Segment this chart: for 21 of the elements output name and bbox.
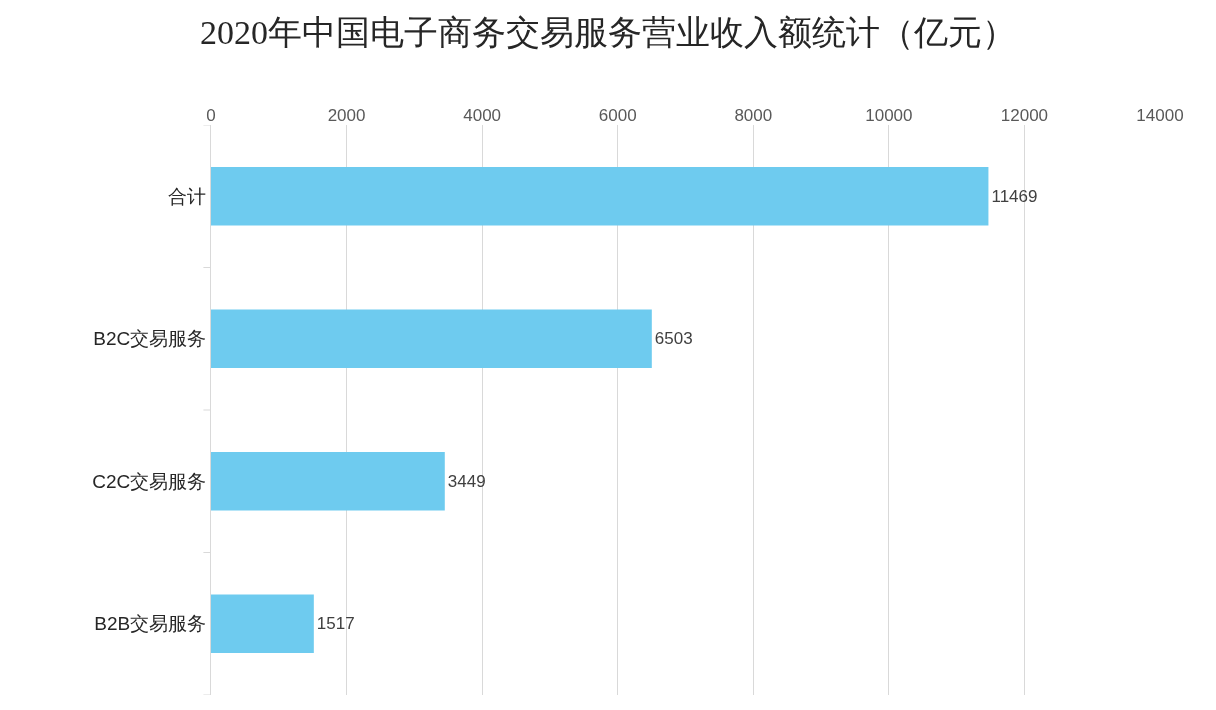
data-label: 11469 [991, 186, 1038, 206]
y-tick-label: B2C交易服务 [93, 328, 207, 350]
bar [211, 594, 314, 653]
x-tick-label: 8000 [734, 105, 773, 125]
y-tick-label: C2C交易服务 [92, 470, 207, 492]
x-tick-label: 2000 [327, 105, 366, 125]
y-tick-label: 合计 [168, 185, 207, 207]
bar [211, 167, 989, 226]
x-tick-label: 12000 [1000, 105, 1049, 125]
x-tick-label: 4000 [463, 105, 502, 125]
x-tick-label: 14000 [1136, 105, 1184, 125]
bar [211, 452, 445, 511]
x-tick-label: 10000 [865, 105, 913, 125]
chart-title: 2020年中国电子商务交易服务营业收入额统计（亿元） [200, 13, 1016, 51]
data-label: 1517 [316, 614, 355, 634]
data-label: 6503 [654, 329, 693, 349]
bar [211, 309, 652, 368]
x-tick-label: 0 [206, 105, 216, 125]
x-tick-label: 6000 [598, 105, 637, 125]
data-label: 3449 [447, 471, 486, 491]
y-tick-label: B2B交易服务 [94, 613, 207, 635]
